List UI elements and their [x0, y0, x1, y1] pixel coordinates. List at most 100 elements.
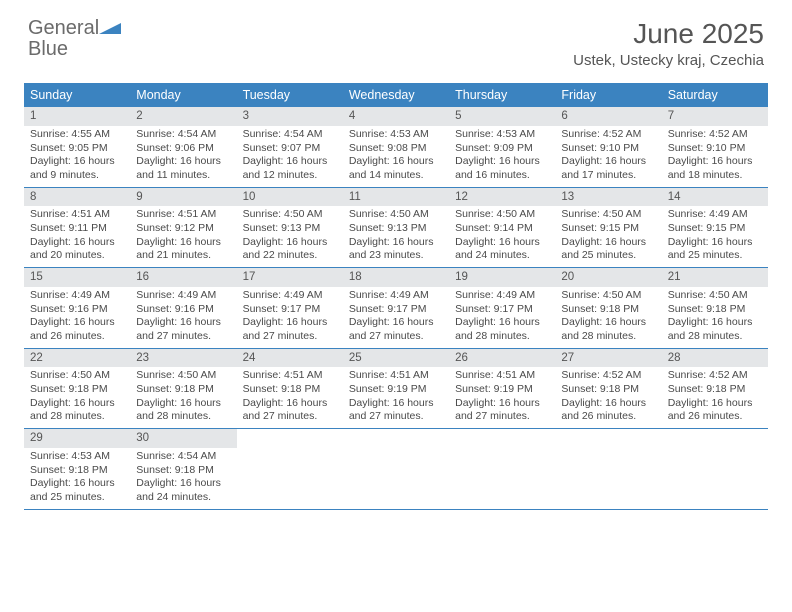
day-cell: 14Sunrise: 4:49 AMSunset: 9:15 PMDayligh… — [662, 188, 768, 268]
day-cell: 21Sunrise: 4:50 AMSunset: 9:18 PMDayligh… — [662, 268, 768, 348]
day-details: Sunrise: 4:49 AMSunset: 9:17 PMDaylight:… — [449, 289, 555, 344]
day-details: Sunrise: 4:53 AMSunset: 9:09 PMDaylight:… — [449, 128, 555, 183]
day-number: 2 — [130, 107, 236, 126]
day-cell: 10Sunrise: 4:50 AMSunset: 9:13 PMDayligh… — [237, 188, 343, 268]
day-cell: 7Sunrise: 4:52 AMSunset: 9:10 PMDaylight… — [662, 107, 768, 187]
day-details: Sunrise: 4:53 AMSunset: 9:08 PMDaylight:… — [343, 128, 449, 183]
logo-word-blue: Blue — [28, 38, 68, 60]
day-number: 8 — [24, 188, 130, 207]
week-row: 1 Sunrise: 4:55 AMSunset: 9:05 PMDaylight… — [24, 107, 768, 188]
day-details: Sunrise: 4:50 AMSunset: 9:18 PMDaylight:… — [555, 289, 661, 344]
day-number: 30 — [130, 429, 236, 448]
weekday-friday: Friday — [555, 83, 661, 107]
day-number: 25 — [343, 349, 449, 368]
day-number: 20 — [555, 268, 661, 287]
day-number: 17 — [237, 268, 343, 287]
day-cell: 2 Sunrise: 4:54 AMSunset: 9:06 PMDaylight… — [130, 107, 236, 187]
day-details: Sunrise: 4:51 AMSunset: 9:19 PMDaylight:… — [343, 369, 449, 424]
title-block: June 2025 Ustek, Ustecky kraj, Czechia — [573, 18, 764, 69]
day-details: Sunrise: 4:51 AMSunset: 9:11 PMDaylight:… — [24, 208, 130, 263]
day-number: 11 — [343, 188, 449, 207]
logo-triangle-icon — [99, 20, 121, 39]
month-title: June 2025 — [573, 18, 764, 50]
week-row: 22Sunrise: 4:50 AMSunset: 9:18 PMDayligh… — [24, 349, 768, 430]
page-header: General Blue June 2025 Ustek, Ustecky kr… — [0, 0, 792, 77]
day-number: 21 — [662, 268, 768, 287]
day-details: Sunrise: 4:51 AMSunset: 9:12 PMDaylight:… — [130, 208, 236, 263]
day-cell: 4 Sunrise: 4:53 AMSunset: 9:08 PMDaylight… — [343, 107, 449, 187]
day-details: Sunrise: 4:49 AMSunset: 9:17 PMDaylight:… — [343, 289, 449, 344]
day-details: Sunrise: 4:55 AMSunset: 9:05 PMDaylight:… — [24, 128, 130, 183]
day-number: 1 — [24, 107, 130, 126]
day-number: 27 — [555, 349, 661, 368]
day-number: 19 — [449, 268, 555, 287]
day-number: 18 — [343, 268, 449, 287]
day-number: 7 — [662, 107, 768, 126]
day-details: Sunrise: 4:50 AMSunset: 9:18 PMDaylight:… — [24, 369, 130, 424]
day-details: Sunrise: 4:54 AMSunset: 9:06 PMDaylight:… — [130, 128, 236, 183]
day-cell: 5Sunrise: 4:53 AMSunset: 9:09 PMDaylight… — [449, 107, 555, 187]
day-cell: 13Sunrise: 4:50 AMSunset: 9:15 PMDayligh… — [555, 188, 661, 268]
day-details: Sunrise: 4:49 AMSunset: 9:15 PMDaylight:… — [662, 208, 768, 263]
day-cell: 18 Sunrise: 4:49 AMSunset: 9:17 PMDayligh… — [343, 268, 449, 348]
day-number: 29 — [24, 429, 130, 448]
day-details: Sunrise: 4:49 AMSunset: 9:16 PMDaylight:… — [24, 289, 130, 344]
day-cell: 17 Sunrise: 4:49 AMSunset: 9:17 PMDayligh… — [237, 268, 343, 348]
calendar-grid: SundayMondayTuesdayWednesdayThursdayFrid… — [24, 83, 768, 510]
day-number: 10 — [237, 188, 343, 207]
day-number: 24 — [237, 349, 343, 368]
day-number: 15 — [24, 268, 130, 287]
weekday-header-row: SundayMondayTuesdayWednesdayThursdayFrid… — [24, 83, 768, 107]
weeks-container: 1 Sunrise: 4:55 AMSunset: 9:05 PMDaylight… — [24, 107, 768, 510]
day-cell: 25Sunrise: 4:51 AMSunset: 9:19 PMDayligh… — [343, 349, 449, 429]
day-number: 28 — [662, 349, 768, 368]
day-cell: 22Sunrise: 4:50 AMSunset: 9:18 PMDayligh… — [24, 349, 130, 429]
day-number: 9 — [130, 188, 236, 207]
week-row: 8Sunrise: 4:51 AMSunset: 9:11 PMDaylight… — [24, 188, 768, 269]
location-text: Ustek, Ustecky kraj, Czechia — [573, 52, 764, 69]
day-cell-empty — [555, 429, 661, 509]
day-details: Sunrise: 4:52 AMSunset: 9:18 PMDaylight:… — [662, 369, 768, 424]
day-number: 16 — [130, 268, 236, 287]
day-cell: 20 Sunrise: 4:50 AMSunset: 9:18 PMDayligh… — [555, 268, 661, 348]
day-cell-empty — [662, 429, 768, 509]
day-cell: 1 Sunrise: 4:55 AMSunset: 9:05 PMDaylight… — [24, 107, 130, 187]
day-cell: 27Sunrise: 4:52 AMSunset: 9:18 PMDayligh… — [555, 349, 661, 429]
weekday-sunday: Sunday — [24, 83, 130, 107]
day-cell: 19 Sunrise: 4:49 AMSunset: 9:17 PMDayligh… — [449, 268, 555, 348]
day-cell: 6 Sunrise: 4:52 AMSunset: 9:10 PMDaylight… — [555, 107, 661, 187]
day-cell: 8Sunrise: 4:51 AMSunset: 9:11 PMDaylight… — [24, 188, 130, 268]
day-number: 4 — [343, 107, 449, 126]
day-number: 23 — [130, 349, 236, 368]
day-cell-empty — [343, 429, 449, 509]
logo-word-general: General — [28, 17, 99, 39]
weekday-thursday: Thursday — [449, 83, 555, 107]
day-number: 26 — [449, 349, 555, 368]
weekday-saturday: Saturday — [662, 83, 768, 107]
day-details: Sunrise: 4:49 AMSunset: 9:16 PMDaylight:… — [130, 289, 236, 344]
day-cell: 11Sunrise: 4:50 AMSunset: 9:13 PMDayligh… — [343, 188, 449, 268]
day-cell-empty — [237, 429, 343, 509]
day-cell: 16 Sunrise: 4:49 AMSunset: 9:16 PMDayligh… — [130, 268, 236, 348]
day-number: 14 — [662, 188, 768, 207]
day-number: 13 — [555, 188, 661, 207]
logo: General Blue — [28, 18, 121, 60]
logo-text: General Blue — [28, 18, 121, 60]
day-details: Sunrise: 4:50 AMSunset: 9:14 PMDaylight:… — [449, 208, 555, 263]
week-row: 29 Sunrise: 4:53 AMSunset: 9:18 PMDayligh… — [24, 429, 768, 510]
day-cell: 24Sunrise: 4:51 AMSunset: 9:18 PMDayligh… — [237, 349, 343, 429]
day-number: 6 — [555, 107, 661, 126]
day-details: Sunrise: 4:52 AMSunset: 9:10 PMDaylight:… — [555, 128, 661, 183]
day-details: Sunrise: 4:51 AMSunset: 9:18 PMDaylight:… — [237, 369, 343, 424]
day-cell: 26Sunrise: 4:51 AMSunset: 9:19 PMDayligh… — [449, 349, 555, 429]
day-details: Sunrise: 4:49 AMSunset: 9:17 PMDaylight:… — [237, 289, 343, 344]
weekday-monday: Monday — [130, 83, 236, 107]
day-number: 3 — [237, 107, 343, 126]
week-row: 15Sunrise: 4:49 AMSunset: 9:16 PMDayligh… — [24, 268, 768, 349]
day-details: Sunrise: 4:53 AMSunset: 9:18 PMDaylight:… — [24, 450, 130, 505]
day-cell: 9Sunrise: 4:51 AMSunset: 9:12 PMDaylight… — [130, 188, 236, 268]
day-cell: 3Sunrise: 4:54 AMSunset: 9:07 PMDaylight… — [237, 107, 343, 187]
day-cell: 29 Sunrise: 4:53 AMSunset: 9:18 PMDayligh… — [24, 429, 130, 509]
day-details: Sunrise: 4:51 AMSunset: 9:19 PMDaylight:… — [449, 369, 555, 424]
day-cell: 12Sunrise: 4:50 AMSunset: 9:14 PMDayligh… — [449, 188, 555, 268]
